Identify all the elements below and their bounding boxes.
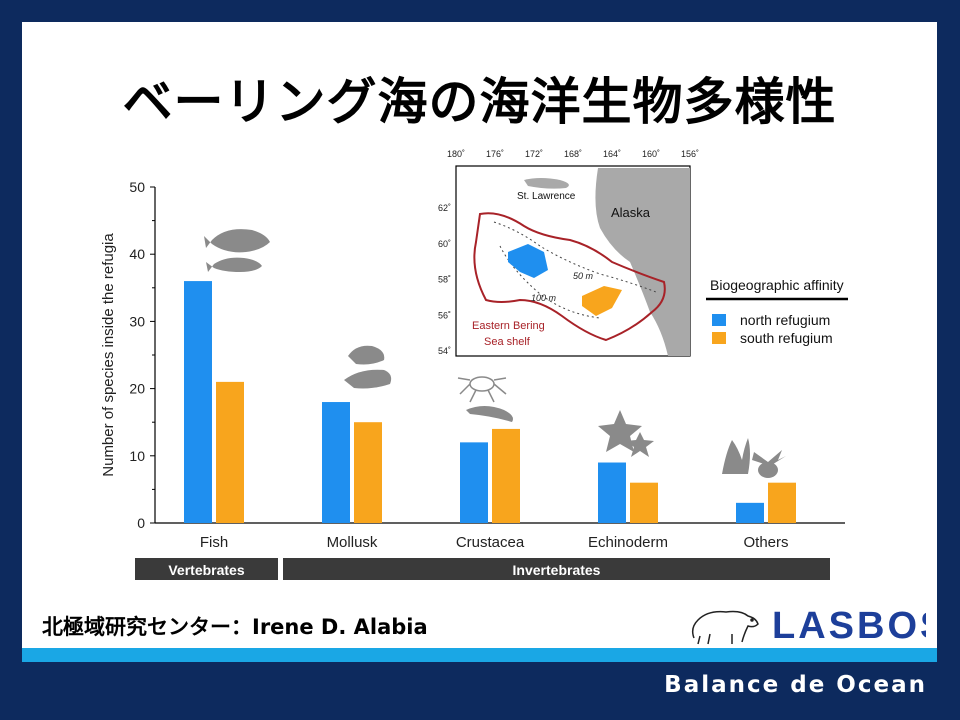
north-refugium-area [508, 244, 548, 278]
bar-fish-north [184, 281, 212, 523]
anemone-body [758, 462, 778, 478]
x-tick-label: Fish [200, 534, 228, 551]
x-tick-label: Echinoderm [588, 534, 668, 551]
map-lon-label: 180˚ [447, 149, 465, 159]
credit-line: 北極域研究センター：Irene D. Alabia [42, 615, 428, 639]
bar-crustacea-south [492, 428, 520, 523]
map-contour-label-50: 50 m [573, 271, 594, 281]
fish-shape [204, 229, 270, 253]
species-bar-chart: 0 10 20 30 40 50 Number of species inside the … [100, 149, 848, 580]
legend-label-south: south refugium [740, 330, 833, 346]
fish-icon [204, 229, 270, 272]
bar-others-south [768, 482, 796, 523]
map-label-shelf-2: Sea shelf [484, 336, 531, 348]
lasbos-logo: LASBOS [691, 605, 926, 647]
south-refugium-area [582, 286, 622, 316]
bar-crustacea-north [460, 442, 488, 523]
shelf-boundary [473, 212, 666, 342]
y-axis-title: Number of species inside the refugia [100, 233, 117, 477]
group-label: Vertebrates [168, 562, 244, 578]
starfish-icon [598, 410, 654, 457]
map-lat-label: 62˚ [438, 203, 451, 213]
slide-title: ベーリング海の海洋生物多様性 [122, 73, 837, 131]
accent-stripe [22, 648, 937, 662]
map-lon-label: 168˚ [564, 149, 582, 159]
footer-tagline: Balance de Ocean [664, 672, 927, 698]
map-lon-label: 156˚ [681, 149, 699, 159]
map-lon-label: 164˚ [603, 149, 621, 159]
map-lat-label: 56˚ [438, 310, 451, 320]
shell-icon [344, 345, 392, 389]
bar-fish-south [216, 381, 244, 523]
st-lawrence-island [524, 178, 569, 189]
alaska-landmass [595, 168, 690, 356]
map-lon-label: 176˚ [486, 149, 504, 159]
polar-bear-icon [691, 610, 759, 645]
legend-label-north: north refugium [740, 312, 830, 328]
crab-legs [457, 377, 507, 403]
y-tick-label: 50 [129, 179, 145, 195]
y-tick-label: 40 [129, 246, 145, 262]
y-tick-label: 10 [129, 448, 145, 464]
shell-shape [348, 345, 385, 365]
map-lon-label: 172˚ [525, 149, 543, 159]
bar-echinoderm-north [598, 462, 626, 523]
x-tick-label: Mollusk [327, 534, 378, 551]
x-tick-label: Others [743, 534, 788, 551]
map-lat-label: 60˚ [438, 239, 451, 249]
y-tick-label: 20 [129, 381, 145, 397]
legend-title: Biogeographic affinity [710, 277, 844, 293]
map-label-st-lawrence: St. Lawrence [517, 191, 576, 202]
depth-contours [493, 221, 657, 319]
bar-mollusk-south [354, 422, 382, 523]
group-band [135, 558, 278, 580]
legend-swatch-north [712, 314, 726, 326]
y-tick-label: 30 [129, 313, 145, 329]
y-tick-label: 0 [137, 515, 145, 531]
crab-shape [469, 376, 495, 392]
logo-text: LASBOS [772, 605, 926, 647]
bar-echinoderm-south [630, 482, 658, 523]
group-band [283, 558, 830, 580]
coral-shape [722, 438, 750, 474]
anemone-icon [722, 438, 786, 478]
starfish-shape [626, 432, 654, 457]
map-lat-label: 54˚ [438, 346, 451, 356]
map-label-alaska: Alaska [611, 205, 651, 220]
map-lon-label: 160˚ [642, 149, 660, 159]
anemone-tentacles [752, 450, 786, 466]
map-contour-label-100: 100 m [531, 293, 557, 303]
legend-swatch-south [712, 332, 726, 344]
crab-icon [457, 376, 513, 422]
map-lat-label: 58˚ [438, 275, 451, 285]
fish-shape [206, 257, 262, 272]
shrimp-shape [466, 406, 513, 422]
map-label-shelf-1: Eastern Bering [472, 320, 545, 332]
group-label: Invertebrates [513, 562, 601, 578]
shell-shape [344, 369, 392, 389]
x-tick-label: Crustacea [456, 534, 525, 551]
bar-mollusk-north [322, 402, 350, 523]
bar-others-north [736, 502, 764, 523]
